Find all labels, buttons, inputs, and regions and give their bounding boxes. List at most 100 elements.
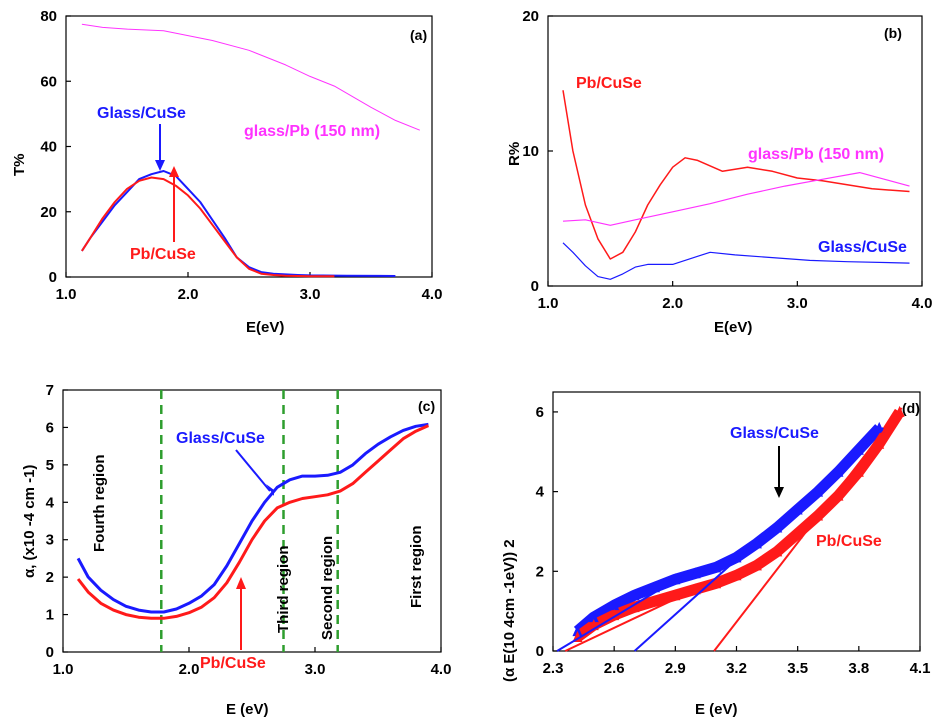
panel-d-fit-line — [556, 574, 685, 652]
panel-b-xtick-label: 2.0 — [662, 295, 683, 312]
panel-d-marks: 2.3 2.6 2.9 3.2 3.5 3.8 4.1 0 2 4 6 — [536, 391, 931, 677]
panel-a-transmittance: 1.0 2.0 3.0 4.0 0 20 40 60 80 (a) E(eV) T% Glass… — [11, 8, 442, 336]
panel-a-ytick-label: 60 — [40, 73, 57, 90]
panel-d-xlabel: E (eV) — [695, 701, 738, 718]
panel-b-xtick-label: 3.0 — [787, 295, 808, 312]
panel-d-data-point — [629, 589, 640, 601]
panel-b-series-line — [562, 90, 910, 260]
panel-c-annotation-glass-cuse: Glass/CuSe — [176, 430, 265, 447]
panel-b-xtick-label: 1.0 — [538, 295, 559, 312]
panel-d-tauc-plot: 2.3 2.6 2.9 3.2 3.5 3.8 4.1 0 2 4 6 (d) E (eV) (α … — [501, 391, 931, 718]
panel-d-data-point — [649, 581, 660, 593]
panel-a-series-line — [81, 23, 420, 131]
panel-d-xtick-label: 4.1 — [910, 660, 931, 677]
panel-d-data-point — [609, 599, 620, 611]
panel-d-data-point — [772, 545, 783, 557]
panel-b-series-line — [562, 242, 910, 280]
panel-b-annotation-glass-cuse: Glass/CuSe — [818, 239, 907, 256]
panel-d-data-point — [731, 569, 742, 581]
panel-c-ylabel: α, (x10 -4 cm -1) — [21, 465, 38, 578]
panel-b-ytick-label: 0 — [531, 278, 539, 295]
panel-d-xtick-label: 2.3 — [543, 660, 564, 677]
panel-b-marks: 1.0 2.0 3.0 4.0 0 10 20 — [522, 8, 932, 312]
panel-c-ytick-label: 6 — [46, 419, 54, 436]
panel-d-ytick-label: 0 — [536, 643, 544, 660]
panel-c-arrow-glass-cuse — [235, 449, 274, 496]
panel-c-ytick-label: 5 — [46, 457, 54, 474]
panel-a-arrow-glass-cuse — [155, 124, 165, 171]
panel-a-ytick-label: 0 — [49, 269, 57, 286]
panel-c-plot-frame — [62, 389, 442, 653]
panel-d-data-point — [853, 465, 864, 477]
panel-a-xtick-label: 4.0 — [422, 286, 443, 303]
panel-b-label: (b) — [884, 25, 902, 41]
panel-d-xtick-label: 3.8 — [848, 660, 869, 677]
panel-d-annotation-pb-cuse: Pb/CuSe — [816, 533, 882, 550]
panel-d-data-point — [874, 437, 885, 449]
panel-a-annotation-pb-cuse: Pb/CuSe — [130, 246, 196, 263]
panel-a-xtick-label: 3.0 — [300, 286, 321, 303]
panel-a-xlabel: E(eV) — [246, 319, 284, 336]
panel-c-ytick-label: 4 — [46, 494, 55, 511]
panel-a-marks: 1.0 2.0 3.0 4.0 0 20 40 60 80 — [40, 8, 442, 303]
panel-b-ytick-label: 20 — [522, 8, 539, 25]
panel-c-ytick-label: 7 — [46, 382, 54, 399]
panel-c-xtick-label: 3.0 — [305, 661, 326, 678]
panel-d-data-point — [649, 595, 660, 607]
panel-d-ytick-label: 6 — [536, 404, 544, 421]
panel-c-ytick-label: 1 — [46, 607, 54, 624]
panel-a-ytick-label: 80 — [40, 8, 57, 25]
panel-d-ylabel: (α E(10 4cm -1eV)) 2 — [501, 539, 518, 682]
panel-d-data-point — [731, 551, 742, 563]
panel-b-ylabel: R% — [506, 142, 523, 166]
panel-b-series-line — [562, 172, 910, 226]
panel-d-data-point — [629, 601, 640, 613]
panel-a-ylabel: T% — [11, 154, 28, 177]
panel-d-fit-line — [713, 407, 903, 652]
panel-c-arrow-pb-cuse — [236, 577, 246, 650]
panel-a-ytick-label: 40 — [40, 139, 57, 156]
panel-d-annotation-glass-cuse: Glass/CuSe — [730, 425, 819, 442]
panel-c-series-line — [76, 422, 429, 614]
panel-a-annotation-glass-cuse: Glass/CuSe — [97, 105, 186, 122]
panel-d-arrow-glass-cuse — [774, 446, 784, 498]
panel-d-data-point — [711, 577, 722, 589]
panel-a-annotation-glass-pb: glass/Pb (150 nm) — [244, 123, 380, 140]
panel-b-xtick-label: 4.0 — [912, 295, 933, 312]
panel-d-ytick-label: 4 — [536, 484, 545, 501]
panel-a-series-line — [81, 170, 396, 277]
panel-a-xtick-label: 1.0 — [56, 286, 77, 303]
panel-d-series-band — [573, 424, 884, 636]
panel-d-ytick-label: 2 — [536, 563, 544, 580]
panel-c-ytick-label: 0 — [46, 644, 54, 661]
panel-b-annotation-glass-pb: glass/Pb (150 nm) — [748, 146, 884, 163]
panel-d-data-point — [772, 521, 783, 533]
panel-d-xtick-label: 2.9 — [665, 660, 686, 677]
panel-c-ytick-label: 3 — [46, 532, 54, 549]
panel-b-reflectance: 1.0 2.0 3.0 4.0 0 10 20 (b) E(eV) R% Pb/CuSe g… — [506, 8, 932, 336]
panel-d-data-point — [751, 537, 762, 549]
panel-b-annotation-pb-cuse: Pb/CuSe — [576, 75, 642, 92]
panel-d-data-point — [572, 625, 583, 637]
panel-c-region-first: First region — [408, 525, 425, 608]
panel-a-label: (a) — [410, 27, 427, 43]
panel-a-xtick-label: 2.0 — [178, 286, 199, 303]
panel-d-data-point — [690, 583, 701, 595]
panel-d-xtick-label: 2.6 — [604, 660, 625, 677]
panel-d-label: (d) — [902, 400, 920, 416]
panel-a-ytick-label: 20 — [40, 204, 57, 221]
panel-c-marks: 1.0 2.0 3.0 4.0 0 1 2 3 4 5 6 7 — [46, 382, 452, 678]
panel-c-region-second: Second region — [319, 536, 336, 640]
panel-d-fit-line — [633, 427, 884, 652]
panel-d-data-point — [833, 489, 844, 501]
panel-c-xtick-label: 4.0 — [431, 661, 452, 678]
panel-c-region-fourth: Fourth region — [91, 455, 108, 553]
panel-c-region-third: Third region — [275, 546, 292, 634]
panel-c-ytick-label: 2 — [46, 569, 54, 586]
panel-d-xtick-label: 3.2 — [726, 660, 747, 677]
panel-d-data-point — [833, 465, 844, 477]
panel-d-data-point — [711, 561, 722, 573]
panel-d-data-point — [588, 611, 599, 623]
panel-c-label: (c) — [418, 398, 435, 414]
